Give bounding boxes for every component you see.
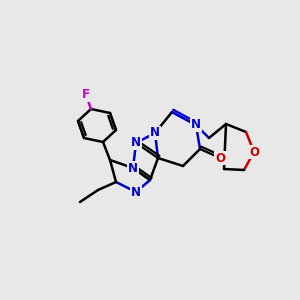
- Text: N: N: [128, 161, 138, 175]
- Text: N: N: [131, 136, 141, 149]
- Text: N: N: [191, 118, 201, 131]
- Text: O: O: [215, 152, 225, 164]
- Text: O: O: [249, 146, 259, 158]
- Text: F: F: [82, 88, 90, 101]
- Text: N: N: [131, 185, 141, 199]
- Text: N: N: [150, 127, 160, 140]
